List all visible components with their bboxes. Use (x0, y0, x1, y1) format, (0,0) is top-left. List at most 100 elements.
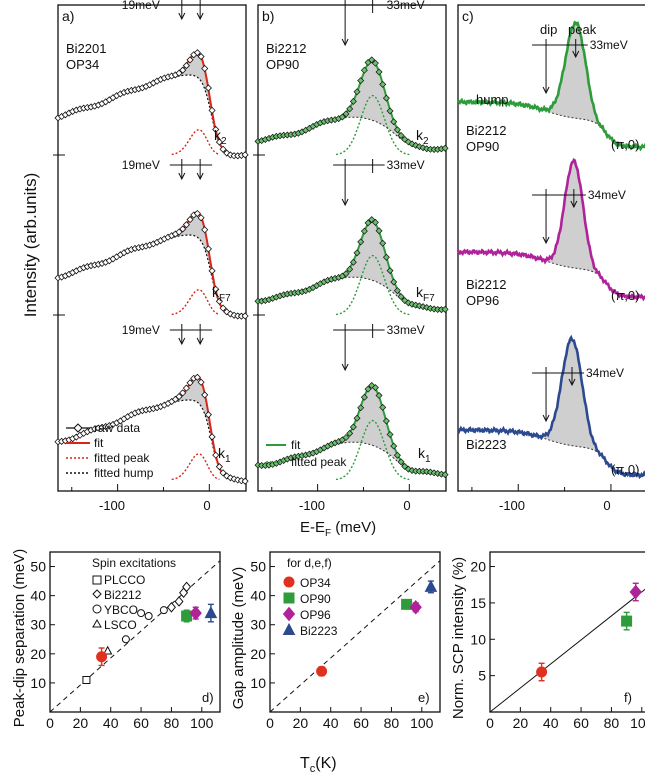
raw-data-point (441, 471, 449, 479)
raw-data-point (179, 225, 187, 233)
raw-data-point (382, 253, 390, 261)
panel-a-frame (57, 4, 247, 492)
data-point (182, 581, 192, 593)
arrow (178, 172, 186, 181)
raw-data-point (204, 245, 212, 253)
x-tick-label: 20 (513, 715, 529, 731)
raw-data-point (197, 378, 205, 386)
raw-data-point (241, 151, 249, 159)
panel-c-curve-name: OP90 (466, 139, 499, 154)
panel-b-cut-label: kF7 (416, 284, 435, 304)
raw-data-point (349, 258, 357, 266)
background-line (536, 435, 645, 476)
y-tick-label: 30 (250, 617, 266, 633)
panel-f-letter: f) (624, 690, 632, 705)
x-tick-label: 0 (266, 715, 274, 731)
legend-lsco: LSCO (104, 618, 137, 632)
raw-data-point (368, 216, 376, 224)
plot-frame (49, 551, 221, 713)
y-tick-label: 50 (30, 559, 46, 575)
raw-data-point (219, 145, 227, 153)
raw-data-point (382, 417, 390, 425)
fitted-hump-line (154, 234, 247, 316)
panel-b-letter: b) (262, 8, 274, 24)
fitted-peak-line (335, 94, 410, 156)
data-point (96, 651, 108, 663)
panel-f-plot: 20 40 60 80 100 0 5 10 15 20 (470, 551, 645, 731)
y-tick-label: 20 (250, 646, 266, 662)
shaded-peak-area (544, 159, 600, 277)
reference-line (49, 560, 221, 713)
data-point (536, 666, 548, 678)
raw-data-point (364, 385, 372, 393)
fitted-peak-line (335, 419, 410, 481)
raw-data-point (386, 107, 394, 115)
raw-data-point (197, 53, 205, 61)
y-tick-label: 10 (470, 631, 486, 647)
data-point (103, 645, 113, 655)
raw-data-point (342, 270, 350, 278)
bottom-x-axis-label: Tc(K) (300, 755, 337, 775)
data-point (82, 676, 91, 684)
raw-data-point (208, 106, 216, 114)
x-tick-label: 80 (164, 715, 180, 731)
legend-fitted-hump: fitted hump (94, 466, 154, 480)
panel-c-plot: 33meV 34meV 34meV (456, 20, 645, 491)
arrow (542, 414, 550, 423)
data-point (629, 584, 642, 600)
raw-data-point (342, 433, 350, 441)
panel-a-sample-line1: Bi2201 (66, 41, 106, 56)
fitted-peak-line (171, 129, 220, 156)
raw-data-point (215, 297, 223, 305)
raw-data-point (241, 477, 249, 485)
raw-data-point (375, 227, 383, 235)
arrow (196, 172, 204, 181)
raw-data-point (342, 110, 350, 118)
plot-frame (269, 551, 441, 713)
data-point (121, 635, 130, 644)
raw-data-point (375, 68, 383, 76)
y-tick-label: 10 (30, 675, 46, 691)
raw-data-point (349, 423, 357, 431)
data-point (401, 598, 413, 610)
raw-data-point (346, 265, 354, 273)
x-tick-label: 0 (46, 715, 54, 731)
data-point (144, 612, 153, 620)
legend-entry: Bi2223 (300, 624, 338, 638)
legend-bi2212: Bi2212 (104, 588, 142, 602)
spectrum: 19meV (54, 323, 249, 485)
gap-label: 33meV (387, 323, 425, 337)
y-tick-label: 40 (250, 588, 266, 604)
raw-data-point (201, 64, 209, 73)
panel-d-letter: d) (202, 690, 214, 705)
y-tick-label: 15 (470, 595, 486, 611)
panel-b-xtick-label: 0 (403, 498, 410, 513)
y-tick-label: 50 (250, 559, 266, 575)
raw-data-point (182, 384, 190, 392)
y-tick-label: 10 (250, 675, 266, 691)
panel-b-plot: 33meV 33meV 33meV (253, 0, 449, 491)
gap-label: 34meV (588, 188, 626, 202)
raw-data-point (175, 228, 183, 236)
plot-frame (489, 551, 645, 713)
raw-data-point (382, 94, 390, 102)
x-tick-label: 100 (410, 715, 434, 731)
data-point (424, 579, 438, 592)
spectrum: 19meV (54, 158, 249, 320)
spectrum-line (456, 157, 645, 302)
data-point (282, 606, 296, 622)
raw-data-point (204, 411, 212, 419)
panel-c-curve-name: Bi2212 (466, 123, 506, 138)
data-point (137, 609, 146, 618)
raw-data-point (208, 267, 216, 275)
panel-b-frame (257, 4, 447, 492)
raw-data-point (215, 463, 223, 471)
hump-label: hump (476, 92, 509, 107)
spectrum: 33meV (254, 323, 449, 481)
panel-e-legend-title: for d,e,f) (287, 556, 332, 570)
legend-entry: OP34 (300, 576, 331, 590)
spectrum: 19meV (54, 0, 249, 160)
panel-b-cut-label: k1 (418, 445, 431, 465)
x-tick-label: 80 (384, 715, 400, 731)
